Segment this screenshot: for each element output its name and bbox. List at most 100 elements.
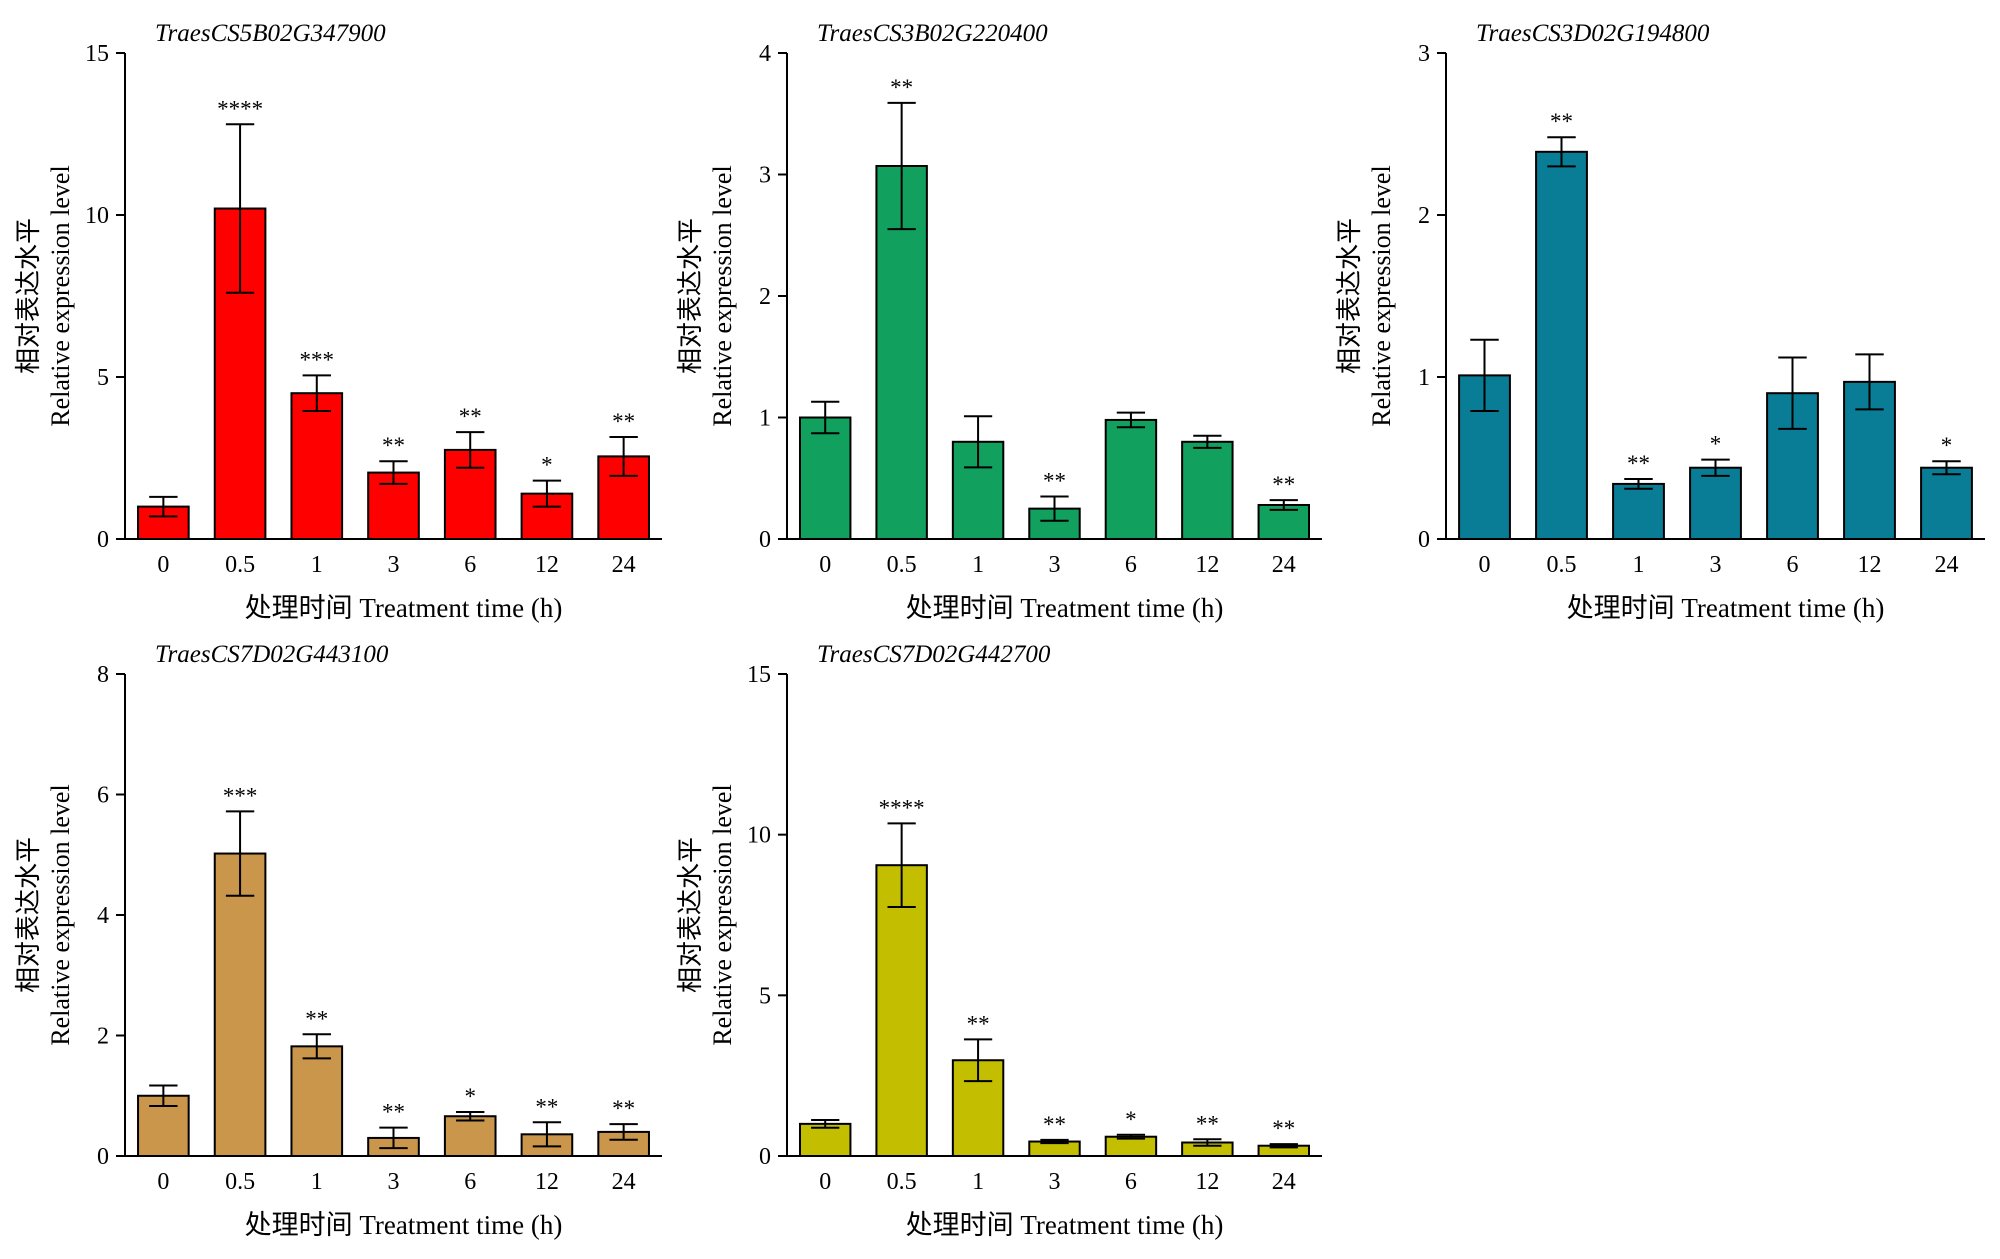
significance-label: * xyxy=(1941,433,1953,458)
y-tick-label: 4 xyxy=(97,903,109,929)
x-tick-label: 12 xyxy=(1858,552,1882,578)
chart-panel-5: TraesCS7D02G4427000510150****0.5**1**3*6… xyxy=(676,641,1322,1240)
y-tick-label: 0 xyxy=(759,527,771,553)
x-tick-label: 0.5 xyxy=(887,1169,917,1195)
significance-label: ** xyxy=(1043,1112,1066,1137)
y-tick-label: 5 xyxy=(97,365,109,391)
y-tick-label: 3 xyxy=(759,163,771,189)
y-tick-label: 2 xyxy=(97,1024,109,1050)
x-tick-label: 6 xyxy=(1125,552,1137,578)
x-tick-label: 24 xyxy=(612,1169,636,1195)
y-tick-label: 3 xyxy=(1418,41,1430,67)
x-tick-label: 6 xyxy=(1125,1169,1137,1195)
y-tick-label: 10 xyxy=(747,823,771,849)
significance-label: ** xyxy=(459,404,482,429)
y-tick-label: 0 xyxy=(97,1144,109,1170)
chart-title: TraesCS5B02G347900 xyxy=(155,20,386,47)
significance-label: * xyxy=(1710,432,1722,457)
bar-0.5 xyxy=(875,864,928,1158)
x-tick-label: 0 xyxy=(1479,552,1491,578)
x-tick-label: 24 xyxy=(1272,1169,1296,1195)
x-axis-label: 处理时间 Treatment time (h) xyxy=(906,593,1224,623)
bar-1 xyxy=(290,392,344,541)
x-tick-label: 1 xyxy=(1633,552,1645,578)
x-tick-label: 24 xyxy=(612,552,636,578)
x-tick-label: 6 xyxy=(464,1169,476,1195)
x-tick-label: 1 xyxy=(972,1169,984,1195)
x-tick-label: 1 xyxy=(972,552,984,578)
y-tick-label: 15 xyxy=(747,662,771,688)
significance-label: ** xyxy=(890,75,913,100)
x-axis-label: 处理时间 Treatment time (h) xyxy=(245,1210,563,1240)
significance-label: ** xyxy=(1043,468,1066,493)
y-axis-label-cn: 相对表达水平 xyxy=(1335,218,1364,374)
significance-label: ** xyxy=(305,1006,328,1031)
x-tick-label: 0.5 xyxy=(225,1169,255,1195)
x-tick-label: 3 xyxy=(388,1169,400,1195)
bar-0.5 xyxy=(1535,150,1588,540)
x-tick-label: 6 xyxy=(1787,552,1799,578)
bar-0.5 xyxy=(213,852,267,1157)
bar-0 xyxy=(137,1094,190,1157)
x-tick-label: 24 xyxy=(1935,552,1959,578)
chart-title: TraesCS3B02G220400 xyxy=(817,20,1048,47)
significance-label: ** xyxy=(535,1094,558,1119)
bar-12 xyxy=(1181,440,1234,540)
x-tick-label: 12 xyxy=(1195,1169,1219,1195)
y-axis-label-cn: 相对表达水平 xyxy=(676,837,705,993)
y-tick-label: 1 xyxy=(759,406,771,432)
y-axis-label-en: Relative expression level xyxy=(708,784,737,1045)
x-tick-label: 0.5 xyxy=(887,552,917,578)
bar-3 xyxy=(1689,466,1742,540)
bar-1 xyxy=(1612,482,1665,541)
chart-title: TraesCS7D02G442700 xyxy=(817,641,1051,668)
significance-label: * xyxy=(1125,1107,1137,1132)
y-tick-label: 10 xyxy=(85,203,109,229)
x-tick-label: 12 xyxy=(535,1169,559,1195)
chart-title: TraesCS3D02G194800 xyxy=(1476,20,1710,47)
x-tick-label: 3 xyxy=(1710,552,1722,578)
significance-label: ** xyxy=(612,1096,635,1121)
significance-label: **** xyxy=(879,795,925,820)
x-tick-label: 0 xyxy=(819,1169,831,1195)
y-tick-label: 8 xyxy=(97,662,109,688)
x-tick-label: 3 xyxy=(1049,552,1061,578)
y-axis-label-en: Relative expression level xyxy=(46,165,75,426)
bar-24 xyxy=(1920,466,1973,540)
x-axis-label: 处理时间 Treatment time (h) xyxy=(1567,593,1885,623)
x-axis-label: 处理时间 Treatment time (h) xyxy=(906,1210,1224,1240)
significance-label: * xyxy=(541,453,553,478)
y-axis-label-cn: 相对表达水平 xyxy=(14,837,43,993)
significance-label: ** xyxy=(382,1100,405,1125)
y-tick-label: 2 xyxy=(759,284,771,310)
significance-label: ** xyxy=(1550,109,1573,134)
x-tick-label: 24 xyxy=(1272,552,1296,578)
significance-label: *** xyxy=(223,783,258,808)
bar-0 xyxy=(798,416,852,540)
y-tick-label: 1 xyxy=(1418,365,1430,391)
y-tick-label: 0 xyxy=(97,527,109,553)
significance-label: ** xyxy=(1272,472,1295,497)
y-axis-label-cn: 相对表达水平 xyxy=(676,218,705,374)
x-tick-label: 3 xyxy=(1049,1169,1061,1195)
chart-title: TraesCS7D02G443100 xyxy=(155,641,389,668)
y-axis-label-en: Relative expression level xyxy=(1367,165,1396,426)
y-tick-label: 15 xyxy=(85,41,109,67)
x-tick-label: 6 xyxy=(464,552,476,578)
x-tick-label: 1 xyxy=(311,552,323,578)
x-tick-label: 0 xyxy=(157,552,169,578)
x-axis-label: 处理时间 Treatment time (h) xyxy=(245,593,563,623)
y-tick-label: 5 xyxy=(759,983,771,1009)
x-tick-label: 12 xyxy=(535,552,559,578)
significance-label: ** xyxy=(967,1011,990,1036)
y-axis-label-en: Relative expression level xyxy=(46,784,75,1045)
chart-panel-4: TraesCS7D02G443100024680***0.5**1**3*6**… xyxy=(14,641,662,1240)
significance-label: ** xyxy=(612,409,635,434)
significance-label: **** xyxy=(217,96,263,121)
significance-label: ** xyxy=(1196,1111,1219,1136)
significance-label: ** xyxy=(382,433,405,458)
bar-1 xyxy=(290,1045,344,1157)
x-tick-label: 0.5 xyxy=(225,552,255,578)
